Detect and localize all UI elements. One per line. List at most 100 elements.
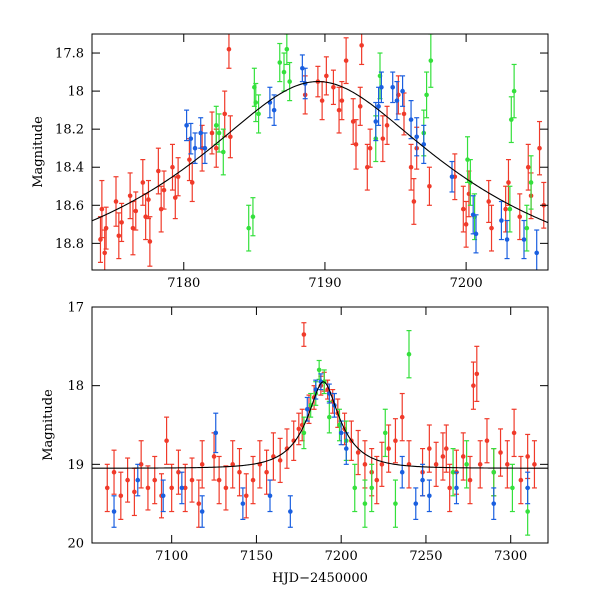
bottom-green-point-10 — [369, 463, 375, 513]
top-red-point-30 — [319, 80, 325, 121]
top-blue-point-16 — [414, 117, 420, 157]
top-blue-point-1 — [188, 122, 194, 155]
bottom-x-tick-label-0: 7100 — [155, 549, 188, 564]
bottom-red-point-52 — [433, 441, 439, 487]
top-blue-point-11 — [378, 71, 384, 104]
bottom-axes: 7100 7150 7200 7250 7300 17 18 19 20 — [67, 301, 548, 564]
top-green-point-21 — [508, 96, 514, 144]
top-red-point-19 — [175, 157, 181, 197]
bottom-green-point-13 — [406, 330, 412, 379]
bottom-series-blue — [111, 373, 531, 528]
top-x-tick-label-2: 7200 — [450, 276, 483, 291]
bottom-x-tick-label-1: 7150 — [240, 549, 273, 564]
bottom-x-tick-label-2: 7200 — [325, 549, 358, 564]
top-blue-point-14 — [400, 75, 406, 107]
top-red-point-27 — [227, 115, 233, 159]
top-red-point-55 — [489, 204, 495, 252]
bottom-red-point-9 — [164, 416, 170, 465]
bottom-blue-point-0 — [111, 495, 117, 528]
top-blue-point-13 — [394, 80, 400, 121]
bottom-y-tick-label-2: 19 — [67, 458, 84, 473]
bottom-red-point-15 — [199, 440, 205, 489]
bottom-y-tick-label-3: 20 — [67, 537, 84, 552]
top-blue-point-5 — [267, 86, 273, 119]
top-green-point-20 — [507, 185, 513, 233]
top-red-point-15 — [158, 185, 164, 233]
top-green-point-7 — [256, 94, 262, 134]
top-red-point-40 — [364, 143, 370, 191]
bottom-blue-point-8 — [287, 495, 293, 528]
bottom-x-tick-label-4: 7300 — [494, 549, 527, 564]
top-red-point-39 — [359, 34, 365, 66]
bottom-blue-point-16 — [399, 455, 405, 489]
bottom-red-point-57 — [460, 432, 466, 481]
top-red-point-6 — [119, 202, 125, 243]
top-panel: 7180 7190 7200 17.8 18 18.2 18.4 18.6 18.8 Magni… — [31, 33, 549, 291]
bottom-green-point-0 — [301, 416, 307, 450]
top-red-point-10 — [140, 159, 146, 206]
bottom-blue-point-20 — [453, 471, 459, 505]
top-series-red — [97, 34, 547, 270]
bottom-red-point-10 — [169, 463, 175, 513]
bottom-red-point-21 — [243, 473, 249, 519]
top-axes: 7180 7190 7200 17.8 18 18.2 18.4 18.6 18.8 — [55, 34, 548, 291]
top-red-point-32 — [330, 69, 336, 106]
bottom-red-point-27 — [284, 428, 290, 469]
bottom-red-point-53 — [440, 432, 446, 481]
top-series-blue — [184, 54, 540, 270]
bottom-panel: 7100 7150 7200 7250 7300 17 18 19 20 Magnitude H… — [41, 301, 549, 586]
top-red-point-45 — [401, 92, 407, 136]
top-red-point-58 — [517, 193, 523, 241]
top-red-point-1 — [99, 179, 105, 239]
top-red-point-0 — [97, 216, 103, 263]
bottom-frame — [91, 306, 549, 544]
top-red-point-17 — [169, 143, 175, 191]
top-green-point-8 — [277, 42, 283, 83]
bottom-red-point-61 — [477, 440, 483, 489]
top-red-point-47 — [411, 178, 417, 225]
top-y-tick-label-4: 18.6 — [55, 199, 84, 214]
bottom-red-point-60 — [474, 345, 480, 402]
top-blue-point-24 — [534, 229, 540, 270]
top-y-tick-label-0: 17.8 — [55, 47, 84, 62]
bottom-red-point-31 — [301, 322, 307, 347]
top-red-point-37 — [353, 119, 359, 170]
bottom-red-point-51 — [426, 424, 432, 473]
top-frame — [91, 33, 549, 271]
bottom-blue-point-2 — [160, 479, 166, 513]
top-blue-point-18 — [449, 160, 455, 193]
bottom-red-point-7 — [152, 455, 158, 505]
bottom-red-point-19 — [230, 440, 236, 489]
top-model-curve — [92, 81, 548, 224]
top-red-point-33 — [336, 86, 342, 134]
bottom-red-point-3 — [125, 457, 131, 503]
bottom-blue-point-17 — [413, 487, 419, 521]
top-red-point-5 — [116, 212, 122, 260]
bottom-green-point-3 — [316, 359, 322, 380]
bottom-green-point-5 — [326, 400, 332, 434]
bottom-green-point-12 — [392, 479, 398, 528]
top-green-point-3 — [246, 204, 252, 252]
top-green-point-18 — [467, 159, 473, 206]
top-red-point-41 — [367, 128, 373, 168]
bottom-red-point-62 — [484, 418, 490, 464]
bottom-y-tick-label-1: 18 — [67, 379, 84, 394]
top-blue-point-4 — [202, 132, 208, 165]
bottom-red-point-66 — [511, 408, 517, 458]
top-y-tick-label-1: 18 — [67, 85, 84, 100]
bottom-red-point-25 — [270, 432, 276, 481]
top-red-point-9 — [133, 191, 139, 231]
bottom-model-curve — [92, 381, 548, 469]
top-red-point-52 — [463, 200, 469, 248]
top-red-point-26 — [226, 34, 232, 69]
bottom-green-point-14 — [450, 448, 456, 497]
bottom-red-point-24 — [264, 449, 270, 495]
bottom-red-point-17 — [216, 455, 222, 505]
bottom-green-point-17 — [509, 463, 515, 513]
bottom-red-point-49 — [406, 440, 412, 489]
bottom-red-point-1 — [111, 449, 117, 495]
bottom-y-tick-label-0: 17 — [67, 301, 84, 316]
bottom-red-point-54 — [443, 424, 449, 473]
bottom-blue-point-18 — [420, 463, 426, 497]
